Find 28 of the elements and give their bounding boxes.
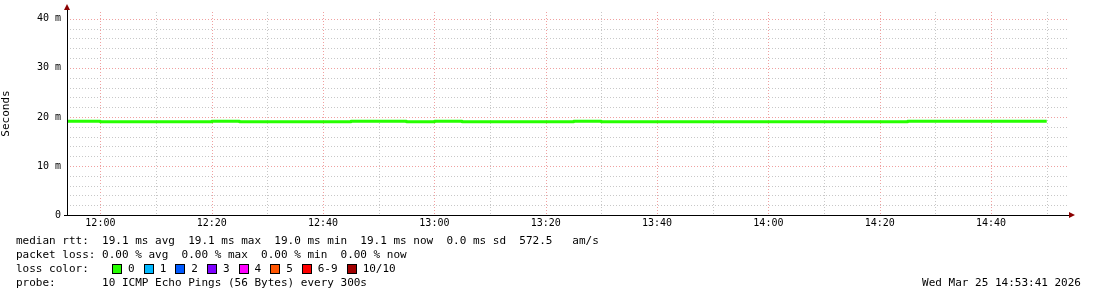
text: probe: 10 ICMP Echo Pings (56 Bytes) every 300s bbox=[16, 276, 367, 290]
legend-label: 1 bbox=[159, 262, 167, 276]
text: Wed Mar 25 14:53:41 2026 bbox=[922, 276, 1081, 290]
x-tick-label: 14:40 bbox=[976, 216, 1007, 228]
legend-title: loss color: bbox=[16, 262, 90, 276]
x-tick-label: 12:00 bbox=[85, 216, 116, 228]
y-tick-label: 30 m bbox=[36, 61, 61, 73]
x-tick-label: 14:00 bbox=[753, 216, 784, 228]
legend-label: 6-9 bbox=[317, 262, 338, 276]
legend-label: 0 bbox=[128, 262, 135, 276]
legend-label: 5 bbox=[286, 262, 293, 276]
x-tick-label: 12:40 bbox=[308, 216, 339, 228]
x-tick-label: 13:20 bbox=[530, 216, 561, 228]
y-axis-title: Seconds bbox=[0, 90, 13, 137]
y-tick-label: 20 m bbox=[36, 110, 61, 122]
text: median rtt: 19.1 ms avg 19.1 ms max 19.0 ms min 19.1 ms now 0.0 ms sd 572.5 am/s bbox=[16, 234, 599, 248]
x-tick-label: 14:20 bbox=[864, 216, 895, 228]
text: packet loss: 0.00 % avg 0.00 % max 0.00 % min 0.00 % now bbox=[16, 248, 407, 262]
x-tick-label: 13:40 bbox=[642, 216, 673, 228]
y-tick-label: 0 bbox=[54, 208, 61, 220]
legend-label: 4 bbox=[254, 262, 262, 276]
y-tick-label: 10 m bbox=[36, 159, 61, 171]
legend-label: 10/10 bbox=[362, 262, 396, 276]
legend-label: 2 bbox=[191, 262, 198, 276]
y-tick-label: 40 m bbox=[36, 12, 61, 24]
legend-label: 3 bbox=[222, 262, 230, 276]
x-tick-label: 13:00 bbox=[419, 216, 450, 228]
x-tick-label: 12:20 bbox=[196, 216, 227, 228]
